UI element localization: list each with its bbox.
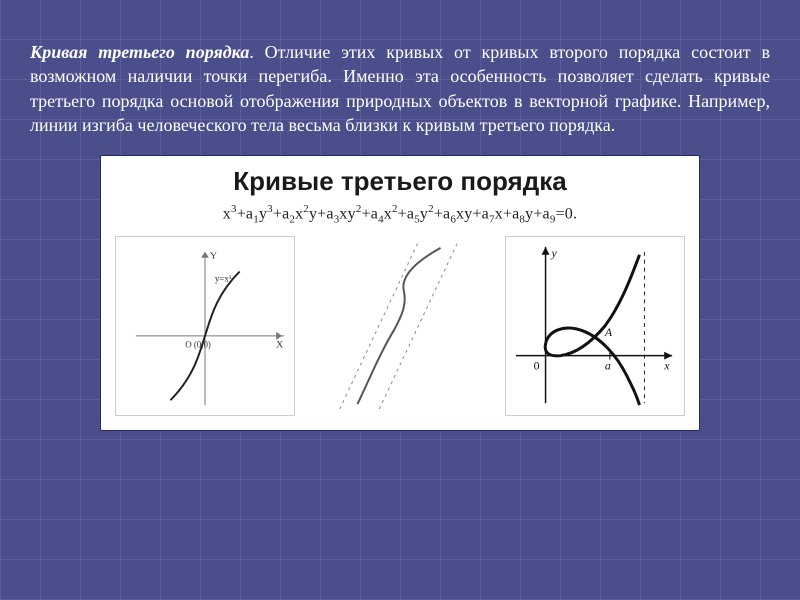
svg-text:Y: Y — [210, 250, 217, 261]
plots-row: Y X O (0,0) y=x³ — [115, 236, 685, 416]
svg-text:a: a — [605, 358, 611, 372]
curves-panel: Кривые третьего порядка x3+a1y3+a2x2y+a3… — [100, 155, 700, 431]
slide: Кривая третьего порядка. Отличие этих кр… — [0, 0, 800, 600]
description-paragraph: Кривая третьего порядка. Отличие этих кр… — [30, 40, 770, 137]
cubic-equation: x3+a1y3+a2x2y+a3xy2+a4x2+a5y2+a6xy+a7x+a… — [115, 203, 685, 226]
svg-text:y: y — [550, 245, 557, 259]
plot-cubic-inflection: Y X O (0,0) y=x³ — [115, 236, 295, 416]
svg-text:0: 0 — [534, 358, 540, 372]
panel-title: Кривые третьего порядка — [115, 166, 685, 197]
plot-s-curve — [310, 236, 490, 416]
svg-text:X: X — [276, 339, 283, 350]
term: Кривая третьего порядка — [30, 42, 249, 62]
svg-text:x: x — [663, 358, 670, 372]
plot-loop-asymptote: y x 0 A a — [505, 236, 685, 416]
svg-text:O (0,0): O (0,0) — [185, 339, 211, 349]
